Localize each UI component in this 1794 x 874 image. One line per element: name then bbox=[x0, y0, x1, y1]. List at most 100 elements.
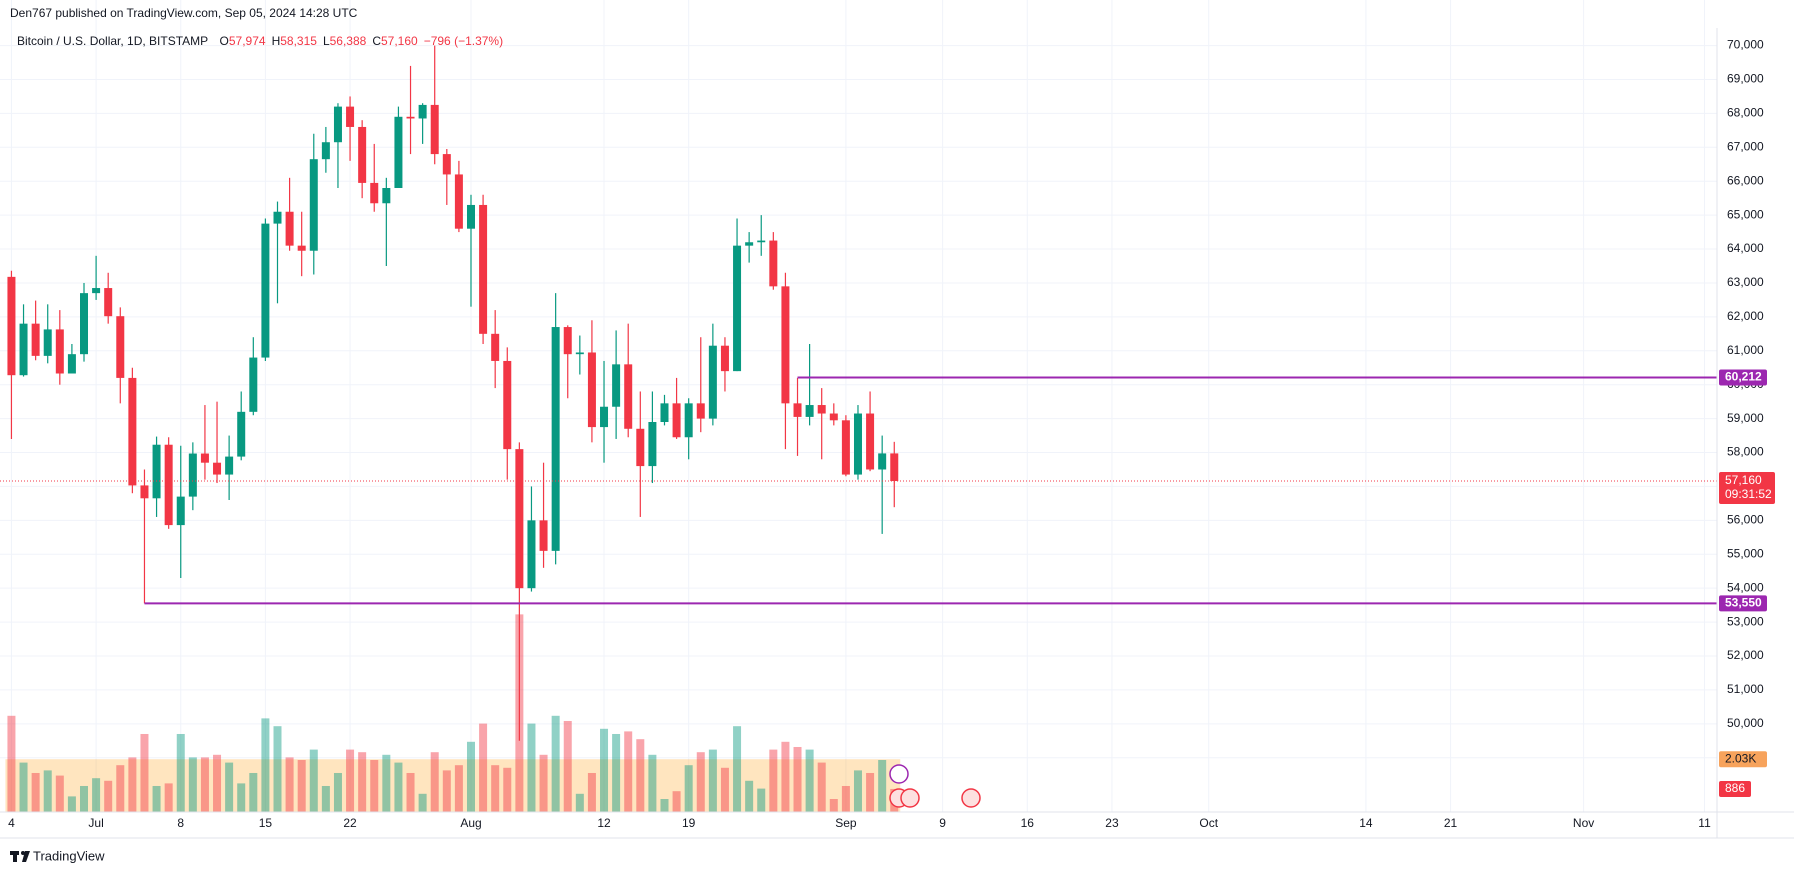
y-tick-label: 66,000 bbox=[1727, 173, 1764, 187]
published-line: Den767 published on TradingView.com, Sep… bbox=[10, 6, 358, 20]
volume-bar bbox=[600, 728, 609, 812]
y-tick-label: 61,000 bbox=[1727, 343, 1764, 357]
candle-body bbox=[225, 456, 234, 475]
candle-body bbox=[92, 288, 101, 294]
volume-bar bbox=[466, 741, 475, 812]
volume-bar bbox=[297, 759, 306, 812]
volume-bar bbox=[708, 749, 717, 812]
event-icon[interactable] bbox=[900, 788, 920, 808]
legend-value: 58,315 bbox=[280, 34, 317, 48]
candle-body bbox=[720, 345, 729, 372]
candle-body bbox=[805, 405, 814, 417]
volume-bar bbox=[31, 772, 40, 812]
legend-key: O bbox=[219, 34, 229, 48]
candle-body bbox=[104, 288, 113, 317]
y-tick-label: 53,000 bbox=[1727, 614, 1764, 628]
volume-bar bbox=[19, 762, 28, 812]
y-tick-label: 54,000 bbox=[1727, 580, 1764, 594]
price-label-box bbox=[1719, 369, 1767, 386]
volume-bar bbox=[527, 723, 536, 812]
volume-bar bbox=[273, 726, 282, 812]
volume-bar bbox=[503, 767, 512, 812]
y-tick-label: 52,000 bbox=[1727, 648, 1764, 662]
event-icon[interactable] bbox=[889, 764, 909, 784]
y-tick-label: 69,000 bbox=[1727, 72, 1764, 86]
volume-bar bbox=[200, 757, 209, 812]
volume-bar bbox=[733, 726, 742, 812]
candle-body bbox=[164, 444, 173, 526]
candle-body bbox=[43, 329, 52, 356]
candle-body bbox=[321, 142, 330, 160]
volume-bar bbox=[382, 754, 391, 812]
candle-body bbox=[370, 182, 379, 204]
candle-body bbox=[563, 327, 572, 355]
volume-bar bbox=[841, 785, 850, 812]
candle-body bbox=[249, 357, 258, 412]
volume-bar bbox=[237, 783, 246, 812]
event-icon[interactable] bbox=[961, 788, 981, 808]
brand-logo bbox=[10, 851, 30, 862]
candle-body bbox=[188, 453, 197, 497]
volume-bar bbox=[817, 762, 826, 812]
candle-body bbox=[866, 413, 875, 470]
x-tick-label: Aug bbox=[460, 816, 481, 830]
volume-bar bbox=[684, 765, 693, 812]
y-tick-label: 56,000 bbox=[1727, 513, 1764, 527]
axes: 49,00050,00051,00052,00053,00054,00055,0… bbox=[8, 38, 1775, 830]
volume-bar bbox=[346, 749, 355, 812]
volume-ma-box bbox=[1719, 751, 1767, 768]
legend-key: C bbox=[372, 34, 381, 48]
volume-bar bbox=[104, 780, 113, 812]
candle-body bbox=[67, 354, 76, 374]
x-tick-label: 21 bbox=[1444, 816, 1458, 830]
candle-body bbox=[7, 276, 16, 376]
candle-body bbox=[539, 520, 548, 551]
x-tick-label: 9 bbox=[939, 816, 946, 830]
candle-body bbox=[757, 240, 766, 243]
volume-bar bbox=[309, 749, 318, 812]
symbol: Bitcoin / U.S. Dollar, 1D, BITSTAMP bbox=[17, 34, 209, 48]
candle-body bbox=[624, 364, 633, 429]
candle-body bbox=[781, 286, 790, 404]
volume-bar bbox=[430, 752, 439, 812]
candle-body bbox=[261, 223, 270, 358]
candle-body bbox=[841, 420, 850, 475]
volume-bar bbox=[394, 762, 403, 812]
x-tick-label: 22 bbox=[343, 816, 357, 830]
x-tick-label: Nov bbox=[1573, 816, 1594, 830]
volume-bar bbox=[213, 754, 222, 812]
x-tick-label: 15 bbox=[259, 816, 273, 830]
y-tick-label: 65,000 bbox=[1727, 207, 1764, 221]
candle-body bbox=[696, 403, 705, 419]
volume-bar bbox=[164, 783, 173, 812]
candle-body bbox=[648, 422, 657, 467]
y-tick-label: 68,000 bbox=[1727, 106, 1764, 120]
x-tick-label: 14 bbox=[1359, 816, 1373, 830]
candle-body bbox=[733, 245, 742, 372]
volume-bar bbox=[491, 765, 500, 812]
volume-bar bbox=[454, 765, 463, 812]
candle-body bbox=[612, 364, 621, 407]
volume-bar bbox=[587, 772, 596, 812]
candle-body bbox=[466, 204, 475, 229]
volume-bar bbox=[358, 752, 367, 812]
candle-body bbox=[769, 240, 778, 287]
candle-body bbox=[285, 211, 294, 246]
legend-key: L bbox=[322, 34, 330, 48]
candle-body bbox=[406, 116, 415, 119]
y-tick-label: 63,000 bbox=[1727, 275, 1764, 289]
candle-body bbox=[551, 327, 560, 551]
volume-bar bbox=[696, 752, 705, 812]
candle-body bbox=[237, 411, 246, 457]
x-tick-label: 16 bbox=[1021, 816, 1035, 830]
volume-bar bbox=[67, 796, 76, 812]
candle-body bbox=[394, 116, 403, 188]
y-tick-label: 51,000 bbox=[1727, 682, 1764, 696]
volume-bar bbox=[551, 715, 560, 812]
legend-change: −796 (−1.37%) bbox=[423, 34, 504, 48]
x-tick-label: Sep bbox=[835, 816, 857, 830]
candle-body bbox=[527, 520, 536, 589]
volume-bar bbox=[539, 754, 548, 812]
candle-body bbox=[454, 174, 463, 229]
